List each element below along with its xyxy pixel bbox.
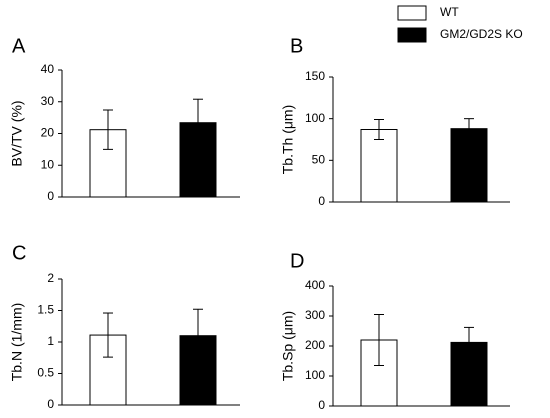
y-tick-label: 0.5: [37, 366, 54, 380]
y-tick-label: 0: [47, 189, 54, 203]
y-tick-label: 150: [305, 69, 325, 83]
y-tick-label: 40: [41, 62, 55, 76]
panel-label: A: [12, 35, 26, 57]
y-tick-label: 1.5: [37, 303, 54, 317]
y-tick-label: 0: [318, 398, 325, 412]
y-tick-label: 0: [318, 194, 325, 208]
y-tick-label: 2: [47, 271, 54, 285]
y-tick-label: 1: [47, 334, 54, 348]
legend-label: GM2/GD2S KO: [440, 27, 523, 41]
y-axis-label: Tb.N (1/mm): [9, 303, 25, 382]
y-tick-label: 400: [305, 278, 325, 292]
y-axis-label: Tb.Sp (μm): [280, 311, 296, 381]
panel-label: C: [12, 242, 26, 264]
y-tick-label: 10: [41, 157, 55, 171]
legend-swatch: [397, 27, 427, 43]
y-tick-label: 100: [305, 111, 325, 125]
panel-label: B: [290, 35, 303, 57]
y-tick-label: 20: [41, 126, 55, 140]
y-tick-label: 30: [41, 94, 55, 108]
y-tick-label: 200: [305, 338, 325, 352]
legend-label: WT: [440, 5, 459, 19]
bar: [360, 129, 398, 203]
legend-swatch: [397, 5, 427, 21]
y-tick-label: 50: [312, 153, 326, 167]
y-tick-label: 300: [305, 308, 325, 322]
y-tick-label: 0: [47, 397, 54, 411]
bar: [450, 128, 488, 203]
panel-label: D: [290, 250, 304, 272]
y-axis-label: BV/TV (%): [9, 100, 25, 166]
y-axis-label: Tb.Th (μm): [280, 105, 296, 175]
y-tick-label: 100: [305, 368, 325, 382]
